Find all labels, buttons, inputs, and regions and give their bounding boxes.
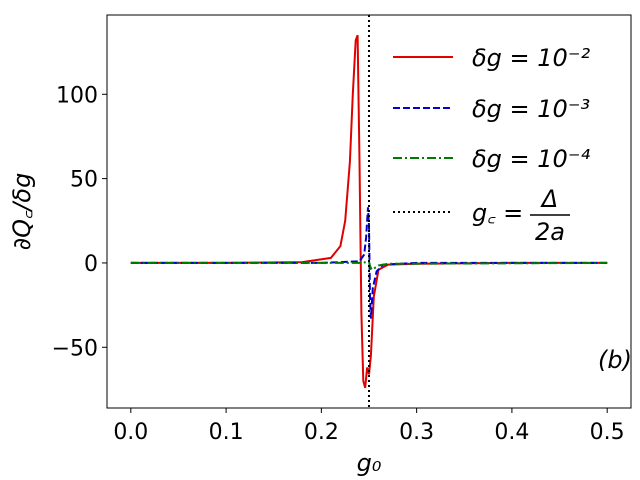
series-layer bbox=[130, 34, 608, 389]
x-tick-label: 0.1 bbox=[209, 420, 244, 445]
series-line-3 bbox=[130, 259, 608, 272]
legend: δg = 10⁻² δg = 10⁻³ δg = 10⁻⁴ g꜀ = Δ 2a bbox=[393, 44, 590, 246]
x-tick-label: 0.0 bbox=[113, 420, 148, 445]
legend-label-3: δg = 10⁻⁴ bbox=[472, 145, 590, 173]
y-tick-label: −50 bbox=[52, 336, 98, 361]
legend-fraction-numerator: Δ bbox=[540, 185, 558, 213]
x-tick-label: 0.4 bbox=[494, 420, 529, 445]
x-ticks: 0.0 0.1 0.2 0.3 0.4 0.5 bbox=[113, 408, 625, 445]
y-tick-label: 0 bbox=[84, 252, 98, 277]
y-tick-label: 50 bbox=[70, 168, 98, 193]
y-tick-label: 100 bbox=[56, 83, 98, 108]
legend-label-1: δg = 10⁻² bbox=[472, 44, 590, 72]
x-tick-label: 0.3 bbox=[399, 420, 434, 445]
legend-label-critical: g꜀ = bbox=[472, 199, 523, 227]
x-axis-label: g₀ bbox=[357, 449, 382, 477]
series-line-1 bbox=[130, 34, 608, 389]
y-axis-label: ∂Q꜀/δg bbox=[8, 173, 36, 251]
x-tick-label: 0.5 bbox=[590, 420, 625, 445]
y-ticks: −50 0 50 100 bbox=[52, 83, 107, 361]
panel-label: (b) bbox=[598, 346, 632, 374]
x-tick-label: 0.2 bbox=[304, 420, 339, 445]
plot-area: 0.0 0.1 0.2 0.3 0.4 0.5 −50 0 50 100 bbox=[52, 14, 632, 445]
legend-fraction-denominator: 2a bbox=[535, 218, 565, 246]
legend-label-2: δg = 10⁻³ bbox=[472, 95, 590, 123]
